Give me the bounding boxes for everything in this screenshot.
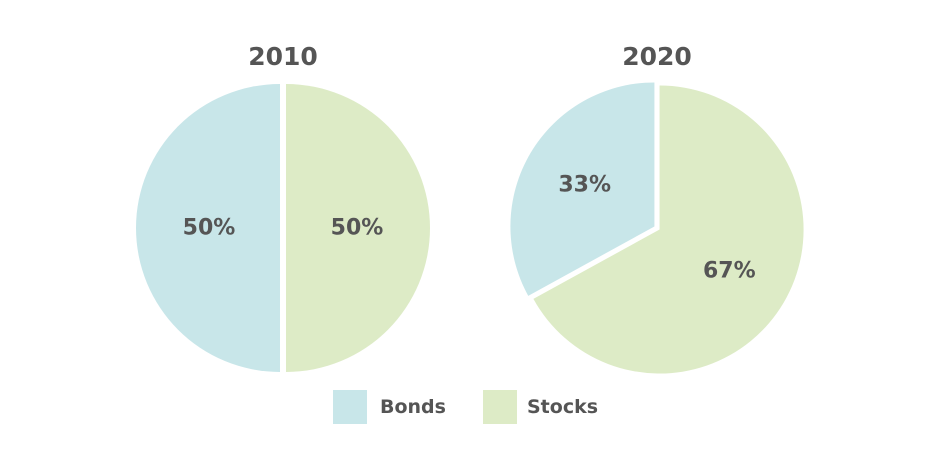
slice-label-2010-stocks: 50% <box>331 216 384 241</box>
pie-slice-2020-stocks <box>533 85 804 374</box>
slice-label-2020-bonds: 33% <box>558 173 611 198</box>
slice-label-2020-stocks: 67% <box>703 258 756 283</box>
pie-slice-2010-stocks <box>286 84 430 372</box>
slice-label-2010-bonds: 50% <box>183 216 236 241</box>
chart-title-2010: 2010 <box>248 42 318 71</box>
pie-slice-2010-bonds <box>136 84 280 372</box>
chart-title-2020: 2020 <box>622 42 692 71</box>
legend: Bonds Stocks <box>333 390 598 424</box>
legend-label-stocks: Stocks <box>527 396 598 418</box>
pie-group: 50% 50% 67% 33% <box>136 82 804 374</box>
pie-slice-2020-bonds <box>510 82 655 296</box>
legend-label-bonds: Bonds <box>380 396 446 418</box>
legend-swatch-stocks <box>483 390 517 424</box>
legend-swatch-bonds <box>333 390 367 424</box>
